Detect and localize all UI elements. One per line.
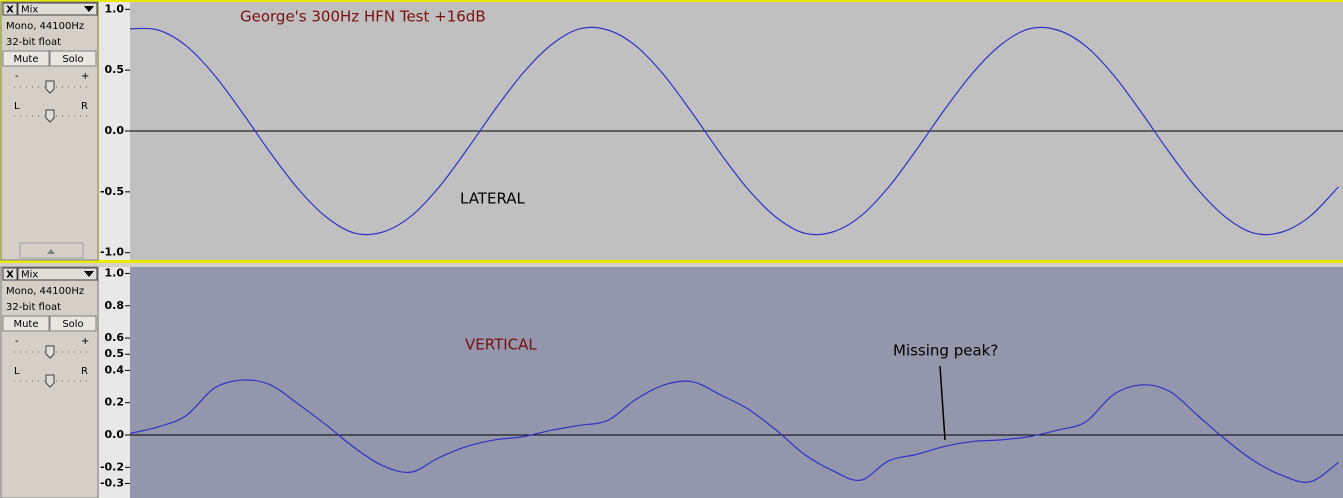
y-tick-label: -0.5 [100, 185, 124, 198]
waveform [129, 379, 1339, 483]
y-tick-label: 0.5 [105, 347, 125, 360]
annotation: Missing peak? [893, 342, 998, 360]
y-tick-label: 0.4 [105, 363, 125, 376]
close-label[interactable]: X [6, 270, 14, 281]
vertical-ruler [99, 2, 130, 260]
y-tick-label: 0.0 [105, 124, 125, 137]
mute-label[interactable]: Mute [13, 54, 38, 65]
solo-label[interactable]: Solo [62, 54, 83, 65]
mute-button[interactable] [2, 50, 50, 67]
track-name[interactable]: Mix [21, 270, 38, 281]
track-name[interactable]: Mix [21, 5, 38, 16]
y-tick-label: 0.2 [105, 396, 125, 409]
track-sample-format: 32-bit float [6, 302, 61, 313]
track-title: George's 300Hz HFN Test +16dB [240, 8, 486, 26]
annotation-pointer [939, 365, 946, 441]
menu-arrow [84, 6, 94, 12]
y-tick-label: 1.0 [105, 2, 125, 15]
mute-label[interactable]: Mute [13, 319, 38, 330]
track-format: Mono, 44100Hz [6, 21, 84, 32]
menu-arrow [84, 271, 94, 277]
waveform [129, 26, 1339, 236]
gain-minus: - [15, 71, 19, 82]
gain-plus: + [81, 71, 89, 82]
solo-button[interactable] [49, 50, 97, 67]
track-menu[interactable] [17, 2, 98, 16]
y-tick-label: -0.3 [100, 476, 124, 489]
solo-button[interactable] [49, 315, 97, 332]
collapse-arrow [47, 249, 55, 254]
track-menu[interactable] [17, 267, 98, 281]
pan-slider-thumb[interactable] [45, 109, 55, 123]
close-button[interactable] [2, 2, 18, 16]
track-format: Mono, 44100Hz [6, 286, 84, 297]
pan-left: L [14, 366, 20, 377]
track-sample-format: 32-bit float [6, 37, 61, 48]
y-tick-label: 1.0 [105, 266, 125, 279]
track-label: VERTICAL [465, 336, 537, 354]
y-tick-label: 0.5 [105, 63, 125, 76]
pan-right: R [81, 101, 88, 112]
y-tick-label: 0.0 [105, 428, 125, 441]
mute-button[interactable] [2, 315, 50, 332]
pan-slider-thumb[interactable] [45, 374, 55, 388]
pan-right: R [81, 366, 88, 377]
gain-slider-thumb[interactable] [45, 80, 55, 94]
pan-left: L [14, 101, 20, 112]
gain-plus: + [81, 336, 89, 347]
close-label[interactable]: X [6, 5, 14, 16]
gain-minus: - [15, 336, 19, 347]
y-tick-label: 0.6 [105, 331, 125, 344]
y-tick-label: -1.0 [100, 246, 124, 259]
track-label: LATERAL [460, 190, 526, 208]
close-button[interactable] [2, 267, 18, 281]
solo-label[interactable]: Solo [62, 319, 83, 330]
track-panel [0, 1, 99, 261]
wave-area [130, 267, 1343, 498]
gain-slider-thumb[interactable] [45, 345, 55, 359]
y-tick-label: -0.2 [100, 460, 124, 473]
y-tick-label: 0.8 [105, 299, 125, 312]
vertical-ruler [99, 267, 130, 498]
